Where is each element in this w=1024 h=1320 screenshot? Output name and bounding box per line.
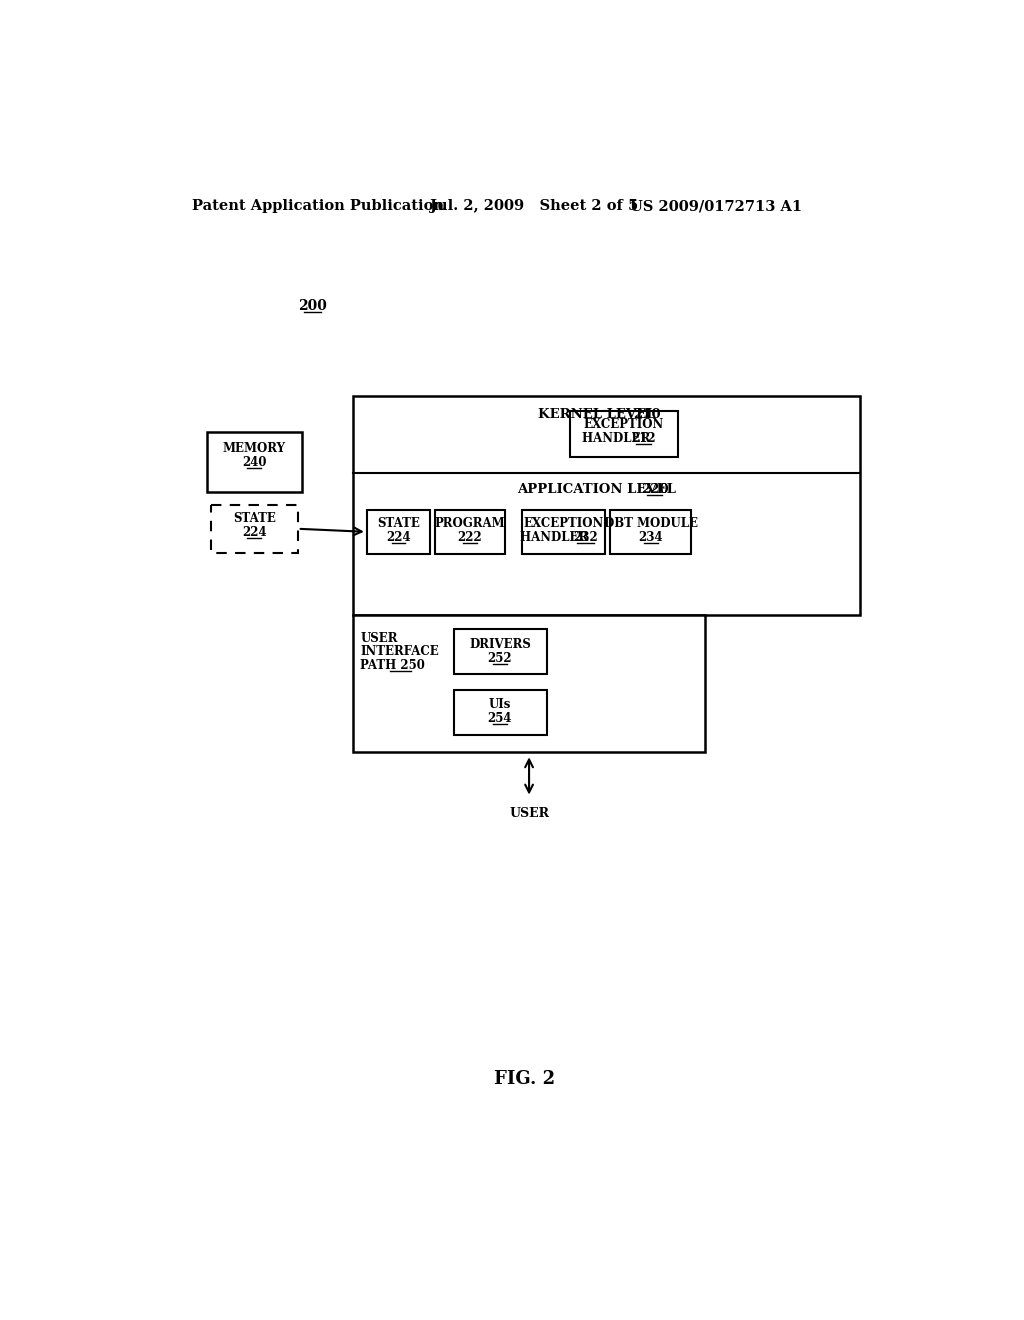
Text: 240: 240 xyxy=(242,455,266,469)
Text: FIG. 2: FIG. 2 xyxy=(495,1069,555,1088)
FancyBboxPatch shape xyxy=(454,690,547,735)
Text: 210: 210 xyxy=(633,408,660,421)
Text: 212: 212 xyxy=(631,432,655,445)
Text: UIs: UIs xyxy=(488,698,511,711)
Text: STATE: STATE xyxy=(232,512,275,525)
Text: INTERFACE: INTERFACE xyxy=(360,645,439,659)
Text: Jul. 2, 2009   Sheet 2 of 5: Jul. 2, 2009 Sheet 2 of 5 xyxy=(430,199,639,213)
FancyBboxPatch shape xyxy=(211,506,298,553)
Text: USER: USER xyxy=(509,807,549,820)
Text: MEMORY: MEMORY xyxy=(223,442,286,455)
Text: 234: 234 xyxy=(638,531,664,544)
Text: EXCEPTION: EXCEPTION xyxy=(523,517,604,529)
Text: DRIVERS: DRIVERS xyxy=(469,638,530,651)
Text: USER: USER xyxy=(360,631,398,644)
Text: EXCEPTION: EXCEPTION xyxy=(584,418,665,432)
Text: PATH 250: PATH 250 xyxy=(360,659,425,672)
Text: 220: 220 xyxy=(641,483,669,496)
FancyBboxPatch shape xyxy=(352,615,706,752)
Text: 254: 254 xyxy=(487,711,512,725)
Text: KERNEL LEVEL: KERNEL LEVEL xyxy=(538,408,659,421)
Text: HANDLER: HANDLER xyxy=(582,432,654,445)
Text: 232: 232 xyxy=(572,531,598,544)
Text: 222: 222 xyxy=(458,531,482,544)
Text: PROGRAM: PROGRAM xyxy=(434,517,505,529)
FancyBboxPatch shape xyxy=(352,396,860,615)
Text: STATE: STATE xyxy=(377,517,420,529)
Text: HANDLER: HANDLER xyxy=(519,531,592,544)
FancyBboxPatch shape xyxy=(367,510,430,554)
Text: 224: 224 xyxy=(242,527,266,539)
Text: 200: 200 xyxy=(298,300,327,313)
FancyBboxPatch shape xyxy=(521,510,605,554)
Text: US 2009/0172713 A1: US 2009/0172713 A1 xyxy=(630,199,803,213)
Text: 252: 252 xyxy=(487,652,512,665)
FancyBboxPatch shape xyxy=(610,510,691,554)
FancyBboxPatch shape xyxy=(207,432,302,492)
Text: Patent Application Publication: Patent Application Publication xyxy=(191,199,443,213)
FancyBboxPatch shape xyxy=(569,411,678,457)
FancyBboxPatch shape xyxy=(454,628,547,673)
Text: APPLICATION LEVEL: APPLICATION LEVEL xyxy=(517,483,681,496)
Text: 224: 224 xyxy=(386,531,411,544)
FancyBboxPatch shape xyxy=(435,510,505,554)
Text: DBT MODULE: DBT MODULE xyxy=(604,517,697,529)
